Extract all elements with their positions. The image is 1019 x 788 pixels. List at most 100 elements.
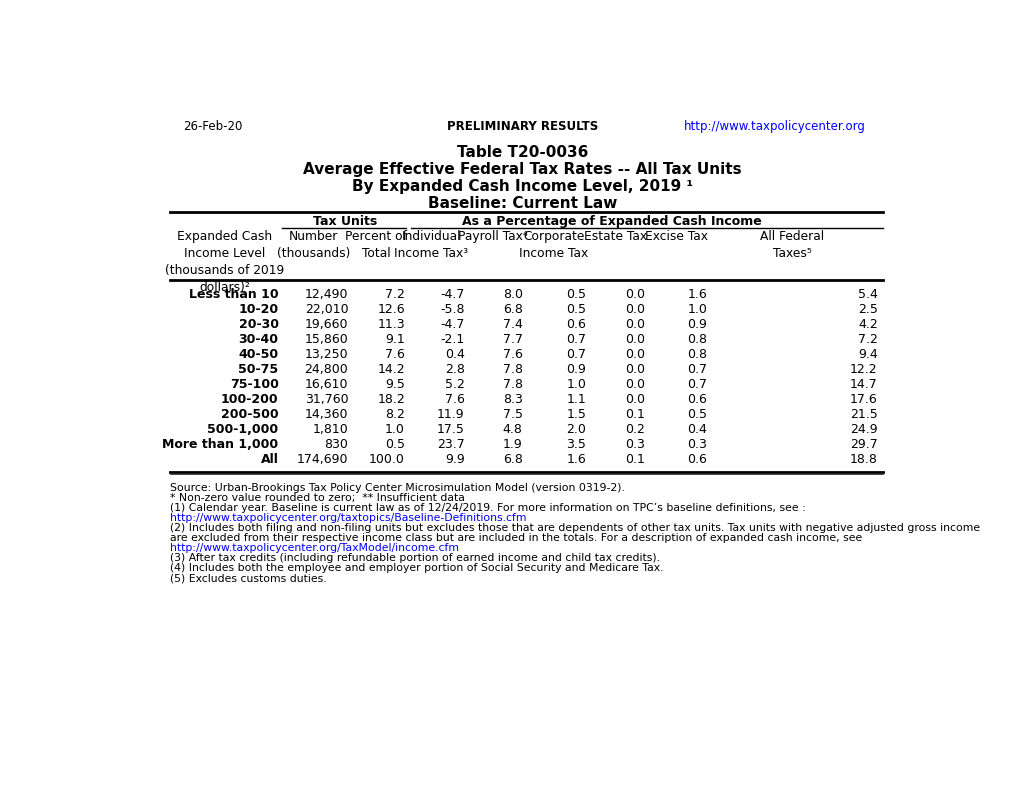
Text: 1.5: 1.5 xyxy=(566,408,586,421)
Text: All Federal
Taxes⁵: All Federal Taxes⁵ xyxy=(759,230,823,260)
Text: Excise Tax: Excise Tax xyxy=(644,230,707,243)
Text: 0.4: 0.4 xyxy=(687,423,706,436)
Text: Individual
Income Tax³: Individual Income Tax³ xyxy=(394,230,468,260)
Text: Estate Tax: Estate Tax xyxy=(584,230,647,243)
Text: (2) Includes both filing and non-filing units but excludes those that are depend: (2) Includes both filing and non-filing … xyxy=(170,523,979,533)
Text: 0.0: 0.0 xyxy=(625,333,645,346)
Text: 0.0: 0.0 xyxy=(625,363,645,376)
Text: http://www.taxpolicycenter.org/TaxModel/income.cfm: http://www.taxpolicycenter.org/TaxModel/… xyxy=(170,544,459,553)
Text: 3.5: 3.5 xyxy=(566,438,586,451)
Text: 75-100: 75-100 xyxy=(229,378,278,391)
Text: 0.6: 0.6 xyxy=(687,453,706,466)
Text: 0.9: 0.9 xyxy=(687,318,706,331)
Text: 22,010: 22,010 xyxy=(305,303,348,316)
Text: 13,250: 13,250 xyxy=(305,348,348,361)
Text: 17.6: 17.6 xyxy=(849,393,876,406)
Text: 26-Feb-20: 26-Feb-20 xyxy=(183,120,243,133)
Text: 1.0: 1.0 xyxy=(385,423,405,436)
Text: http://www.taxpolicycenter.org: http://www.taxpolicycenter.org xyxy=(683,120,864,133)
Text: Expanded Cash
Income Level
(thousands of 2019
dollars)²: Expanded Cash Income Level (thousands of… xyxy=(165,230,283,294)
Text: PRELIMINARY RESULTS: PRELIMINARY RESULTS xyxy=(446,120,598,133)
Text: 0.7: 0.7 xyxy=(687,363,706,376)
Text: 0.5: 0.5 xyxy=(566,288,586,301)
Text: Source: Urban-Brookings Tax Policy Center Microsimulation Model (version 0319-2): Source: Urban-Brookings Tax Policy Cente… xyxy=(170,483,625,493)
Text: -5.8: -5.8 xyxy=(439,303,465,316)
Text: 24,800: 24,800 xyxy=(305,363,348,376)
Text: http://www.taxpolicycenter.org/taxtopics/Baseline-Definitions.cfm: http://www.taxpolicycenter.org/taxtopics… xyxy=(170,514,526,523)
Text: 0.7: 0.7 xyxy=(687,378,706,391)
Text: 0.8: 0.8 xyxy=(687,348,706,361)
Text: 1.0: 1.0 xyxy=(566,378,586,391)
Text: Tax Units: Tax Units xyxy=(313,215,377,229)
Text: 14,360: 14,360 xyxy=(305,408,348,421)
Text: More than 1,000: More than 1,000 xyxy=(162,438,278,451)
Text: 0.3: 0.3 xyxy=(625,438,645,451)
Text: 8.0: 8.0 xyxy=(502,288,522,301)
Text: 1.6: 1.6 xyxy=(687,288,706,301)
Text: 0.1: 0.1 xyxy=(625,408,645,421)
Text: Number
(thousands): Number (thousands) xyxy=(276,230,350,260)
Text: 0.0: 0.0 xyxy=(625,303,645,316)
Text: 0.2: 0.2 xyxy=(625,423,645,436)
Text: (3) After tax credits (including refundable portion of earned income and child t: (3) After tax credits (including refunda… xyxy=(170,553,659,563)
Text: 0.0: 0.0 xyxy=(625,348,645,361)
Text: 40-50: 40-50 xyxy=(238,348,278,361)
Text: 1,810: 1,810 xyxy=(312,423,348,436)
Text: 7.8: 7.8 xyxy=(502,363,522,376)
Text: 8.3: 8.3 xyxy=(502,393,522,406)
Text: are excluded from their respective income class but are included in the totals. : are excluded from their respective incom… xyxy=(170,533,861,544)
Text: 30-40: 30-40 xyxy=(238,333,278,346)
Text: 9.9: 9.9 xyxy=(444,453,465,466)
Text: Corporate
Income Tax: Corporate Income Tax xyxy=(519,230,588,260)
Text: 0.1: 0.1 xyxy=(625,453,645,466)
Text: 12,490: 12,490 xyxy=(305,288,348,301)
Text: 24.9: 24.9 xyxy=(849,423,876,436)
Text: 4.8: 4.8 xyxy=(502,423,522,436)
Text: 1.9: 1.9 xyxy=(502,438,522,451)
Text: 500-1,000: 500-1,000 xyxy=(207,423,278,436)
Text: 0.7: 0.7 xyxy=(566,333,586,346)
Text: 7.4: 7.4 xyxy=(502,318,522,331)
Text: 12.2: 12.2 xyxy=(849,363,876,376)
Text: 0.8: 0.8 xyxy=(687,333,706,346)
Text: 0.5: 0.5 xyxy=(384,438,405,451)
Text: 0.5: 0.5 xyxy=(687,408,706,421)
Text: Table T20-0036: Table T20-0036 xyxy=(457,145,588,161)
Text: 2.8: 2.8 xyxy=(444,363,465,376)
Text: -4.7: -4.7 xyxy=(440,288,465,301)
Text: 0.5: 0.5 xyxy=(566,303,586,316)
Text: 10-20: 10-20 xyxy=(238,303,278,316)
Text: 7.2: 7.2 xyxy=(385,288,405,301)
Text: 19,660: 19,660 xyxy=(305,318,348,331)
Text: 17.5: 17.5 xyxy=(436,423,465,436)
Text: 200-500: 200-500 xyxy=(221,408,278,421)
Text: (5) Excludes customs duties.: (5) Excludes customs duties. xyxy=(170,574,326,583)
Text: 7.6: 7.6 xyxy=(385,348,405,361)
Text: 6.8: 6.8 xyxy=(502,303,522,316)
Text: 29.7: 29.7 xyxy=(849,438,876,451)
Text: 7.8: 7.8 xyxy=(502,378,522,391)
Text: 0.4: 0.4 xyxy=(444,348,465,361)
Text: 12.6: 12.6 xyxy=(377,303,405,316)
Text: (1) Calendar year. Baseline is current law as of 12/24/2019. For more informatio: (1) Calendar year. Baseline is current l… xyxy=(170,504,805,514)
Text: 100.0: 100.0 xyxy=(369,453,405,466)
Text: 6.8: 6.8 xyxy=(502,453,522,466)
Text: 18.8: 18.8 xyxy=(849,453,876,466)
Text: 5.2: 5.2 xyxy=(444,378,465,391)
Text: 100-200: 100-200 xyxy=(221,393,278,406)
Text: 2.5: 2.5 xyxy=(857,303,876,316)
Text: As a Percentage of Expanded Cash Income: As a Percentage of Expanded Cash Income xyxy=(462,215,761,229)
Text: 0.6: 0.6 xyxy=(687,393,706,406)
Text: 4.2: 4.2 xyxy=(857,318,876,331)
Text: 7.2: 7.2 xyxy=(857,333,876,346)
Text: Percent of
Total: Percent of Total xyxy=(345,230,407,260)
Text: 20-30: 20-30 xyxy=(238,318,278,331)
Text: 0.9: 0.9 xyxy=(566,363,586,376)
Text: 174,690: 174,690 xyxy=(297,453,348,466)
Text: 18.2: 18.2 xyxy=(377,393,405,406)
Text: (4) Includes both the employee and employer portion of Social Security and Medic: (4) Includes both the employee and emplo… xyxy=(170,563,663,574)
Text: 11.3: 11.3 xyxy=(377,318,405,331)
Text: 9.1: 9.1 xyxy=(385,333,405,346)
Text: 5.4: 5.4 xyxy=(857,288,876,301)
Text: 0.0: 0.0 xyxy=(625,393,645,406)
